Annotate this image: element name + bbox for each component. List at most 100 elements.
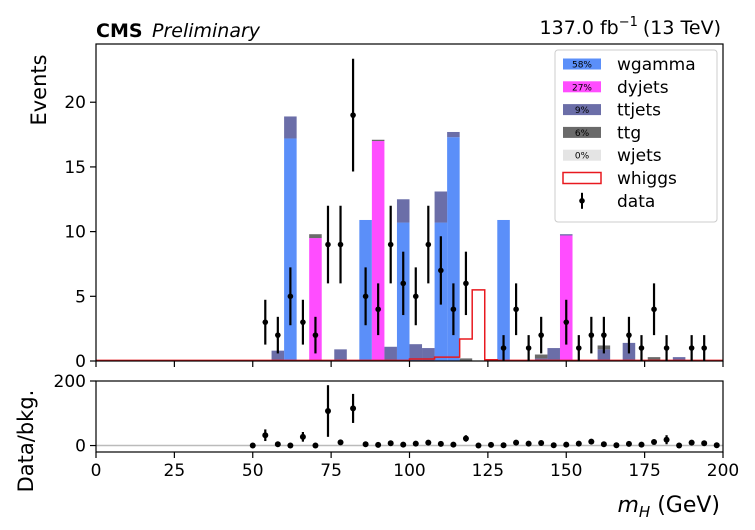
ratio-x-tick-label-25: 25 [164, 461, 186, 481]
bar-ttjets-96 [396, 199, 410, 223]
bar-ttjets-100 [409, 344, 423, 361]
ratio-point-114 [450, 441, 457, 448]
bar-dyjets-68 [309, 238, 322, 361]
cms-label: CMS [96, 20, 143, 42]
legend-fraction-wjets: 0% [575, 152, 590, 162]
legend-swatch-whiggs [562, 171, 602, 185]
bar-ttjets-108 [434, 191, 448, 223]
ratio-point-166 [613, 442, 620, 449]
data-point-130 [500, 335, 507, 361]
legend-label-wgamma: wgamma [617, 55, 696, 75]
data-point-182 [663, 335, 670, 361]
ratio-point-90 [375, 441, 382, 448]
ratio-point-50 [249, 442, 256, 449]
main-y-tick-label-20: 20 [64, 93, 86, 113]
data-point-82 [350, 58, 356, 172]
legend-fraction-wgamma: 58% [572, 61, 592, 71]
data-point-90 [375, 283, 381, 336]
data-point-74 [325, 205, 331, 284]
legend-swatch-wgamma [563, 58, 601, 70]
legend: 58% wgamma 27% dyjets 9% ttjets 6% ttg 0% wjets wh… [554, 49, 718, 223]
legend-item-ttjets: 9% ttjets [563, 101, 661, 121]
ratio-point-126 [488, 441, 495, 448]
ratio-point-102 [412, 440, 419, 447]
bar-wgamma-128 [497, 219, 510, 361]
data-point-154 [575, 335, 582, 361]
ratio-y-tick-label-0: 0 [75, 437, 86, 457]
main-y-tick-label-5: 5 [75, 287, 86, 307]
ratio-point-122 [475, 442, 482, 449]
legend-label-ttjets: ttjets [617, 101, 661, 121]
legend-label-whiggs: whiggs [617, 169, 677, 189]
legend-label-data: data [617, 192, 655, 212]
legend-swatch-ttg [563, 126, 601, 138]
legend-marker-data [579, 198, 585, 204]
data-point-178 [651, 283, 657, 336]
data-point-150 [563, 299, 570, 345]
bar-ttjets-60 [284, 116, 297, 139]
data-point-134 [513, 283, 519, 336]
legend-item-wjets: 0% wjets [563, 146, 662, 166]
bar-dyjets-148 [559, 235, 573, 361]
ratio-axes: 0 200 0 25 50 75 100 125 150 175 200 [54, 372, 740, 481]
bar-ttg-140 [534, 354, 548, 359]
ratio-point-190 [688, 439, 695, 446]
legend-label-wjets: wjets [617, 146, 662, 166]
bar-ttjets-144 [547, 348, 560, 361]
legend-swatch-ttjets [563, 104, 601, 116]
ratio-x-tick-label-150: 150 [550, 461, 582, 481]
ratio-y-axis-label: Data/bkg. [14, 390, 38, 493]
data-point-78 [337, 205, 344, 284]
ratio-point-74 [324, 385, 331, 437]
lumi-value: 137.0 fb [540, 17, 619, 39]
bar-ttjets-104 [422, 348, 435, 361]
preliminary-label: Preliminary [152, 20, 261, 42]
ratio-point-62 [287, 442, 294, 449]
ratio-x-tick-label-50: 50 [242, 461, 264, 481]
bar-ttg-116 [459, 358, 473, 361]
ratio-x-tick-label-0: 0 [91, 461, 102, 481]
bar-ttg-88 [371, 139, 385, 142]
data-point-190 [688, 335, 695, 361]
ratio-point-130 [500, 442, 507, 449]
data-point-70 [312, 316, 319, 354]
ratio-point-158 [588, 438, 595, 445]
ratio-x-tick-label-100: 100 [393, 461, 425, 481]
ratio-point-178 [651, 438, 658, 445]
data-point-158 [588, 316, 595, 354]
bar-wgamma-60 [284, 138, 297, 361]
main-axes: 0 5 10 15 20 [64, 93, 724, 372]
bar-ttjets-184 [672, 357, 686, 361]
legend-swatch-wjets [563, 149, 601, 161]
ratio-point-98 [400, 441, 407, 448]
lumi-exponent: −1 [619, 15, 638, 30]
ratio-point-162 [600, 441, 607, 448]
ratio-point-58 [274, 441, 281, 448]
ratio-point-66 [299, 431, 306, 442]
data-point-194 [701, 335, 707, 361]
ratio-point-146 [550, 442, 557, 449]
ratio-point-94 [387, 440, 394, 447]
ratio-point-150 [563, 441, 570, 448]
bar-ttjets-92 [384, 346, 397, 361]
ratio-point-194 [701, 440, 708, 447]
main-y-tick-label-10: 10 [64, 223, 86, 243]
main-data-points [262, 58, 707, 361]
ratio-point-174 [638, 441, 645, 448]
data-point-162 [601, 316, 607, 354]
ratio-point-154 [575, 440, 582, 447]
data-point-94 [387, 205, 394, 284]
ratio-point-54 [262, 429, 269, 442]
ratio-point-70 [312, 442, 319, 449]
bar-ttjets-148 [559, 234, 573, 236]
legend-label-dyjets: dyjets [617, 78, 669, 98]
signal-histogram [96, 289, 723, 362]
ratio-point-78 [337, 439, 344, 446]
data-point-114 [450, 283, 457, 336]
legend-fraction-ttg: 6% [575, 129, 590, 139]
bar-ttg-176 [647, 357, 661, 361]
ratio-y-tick-label-200: 200 [54, 372, 86, 392]
legend-item-data: data [579, 192, 655, 212]
legend-item-dyjets: 27% dyjets [563, 78, 669, 98]
